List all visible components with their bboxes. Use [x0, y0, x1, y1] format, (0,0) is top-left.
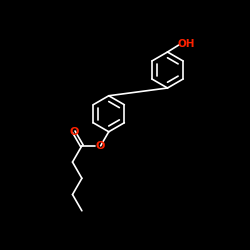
Text: OH: OH [177, 39, 194, 49]
Text: O: O [69, 127, 78, 137]
Text: O: O [96, 141, 105, 151]
